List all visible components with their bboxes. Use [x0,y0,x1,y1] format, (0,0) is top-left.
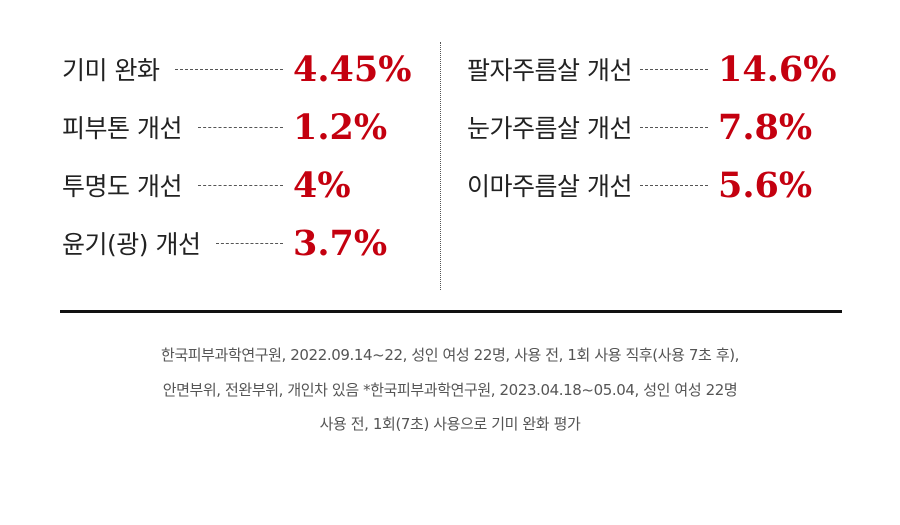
result-value: 4% [293,164,351,206]
result-value: 5.6% [718,164,813,206]
result-label: 피부톤 개선 [62,114,182,143]
result-row: 투명도 개선 4% [62,156,417,214]
footnote: 한국피부과학연구원, 2022.09.14~22, 성인 여성 22명, 사용 … [0,338,900,442]
result-row: 팔자주름살 개선 14.6% [467,40,842,98]
result-label: 이마주름살 개선 [467,172,632,201]
leader-line [175,68,283,70]
footnote-line: 안면부위, 전완부위, 개인차 있음 *한국피부과학연구원, 2023.04.1… [162,380,738,399]
leader-line [197,126,283,128]
result-label: 투명도 개선 [62,172,182,201]
footnote-line: 한국피부과학연구원, 2022.09.14~22, 성인 여성 22명, 사용 … [160,346,740,364]
footnote-line: 사용 전, 1회(7초) 사용으로 기미 완화 평가 [319,415,581,433]
result-label: 윤기(광) 개선 [62,230,201,259]
result-value: 14.6% [718,48,837,90]
column-divider [440,42,441,290]
result-row: 기미 완화 4.45% [62,40,417,98]
leader-line [197,184,283,186]
result-row: 윤기(광) 개선 3.7% [62,214,417,272]
leader-line [639,68,708,70]
result-row: 피부톤 개선 1.2% [62,98,417,156]
leader-line [216,242,283,244]
result-label: 팔자주름살 개선 [467,56,632,85]
divider-rule [60,310,842,313]
leader-line [639,126,708,128]
result-value: 3.7% [293,222,388,264]
result-value: 7.8% [718,106,813,148]
result-value: 4.45% [293,48,412,90]
result-label: 기미 완화 [62,56,160,85]
right-column: 팔자주름살 개선 14.6% 눈가주름살 개선 7.8% 이마주름살 개선 5.6% [467,40,842,214]
result-row: 이마주름살 개선 5.6% [467,156,842,214]
result-value: 1.2% [293,106,388,148]
result-label: 눈가주름살 개선 [467,114,632,143]
left-column: 기미 완화 4.45% 피부톤 개선 1.2% 투명도 개선 4% 윤기(광) 개선 3.7% [62,40,417,272]
leader-line [639,184,708,186]
result-row: 눈가주름살 개선 7.8% [467,98,842,156]
